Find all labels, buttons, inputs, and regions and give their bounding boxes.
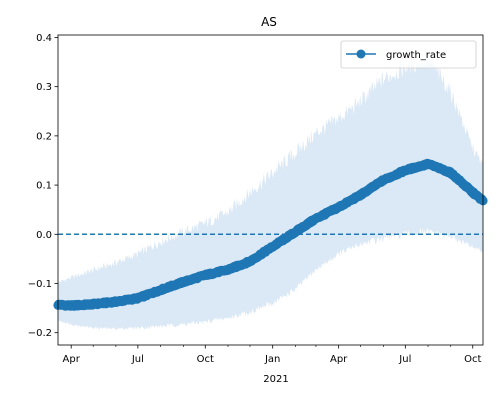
x-tick-label: Jul <box>398 354 411 365</box>
y-tick-label: 0.1 <box>36 181 52 192</box>
confidence-band <box>58 50 483 331</box>
x-tick-label: Jul <box>131 354 144 365</box>
x-tick-label: Jan <box>264 354 280 365</box>
plot-frame <box>57 34 484 346</box>
y-tick-label: 0.3 <box>36 82 52 93</box>
confidence-band-layer <box>58 50 483 331</box>
y-tick-label: −0.2 <box>28 328 52 339</box>
chart-title: AS <box>261 15 277 29</box>
x-tick-label: Apr <box>330 354 348 365</box>
y-tick-label: 0.2 <box>36 131 52 142</box>
y-tick-label: 0.4 <box>36 33 52 44</box>
series-layer <box>53 158 488 311</box>
x-year-label: 2021 <box>263 374 288 385</box>
y-tick-label: 0.0 <box>36 230 52 241</box>
x-axis: Apr Jul Oct Jan Apr Jul Oct <box>63 345 481 365</box>
legend-box <box>340 40 477 69</box>
x-tick-label: Apr <box>63 354 81 365</box>
x-tick-label: Oct <box>464 354 481 365</box>
legend-marker <box>356 49 366 59</box>
x-tick-label: Oct <box>197 354 214 365</box>
legend-label: growth_rate <box>386 50 446 61</box>
y-axis: −0.2 −0.1 0.0 0.1 0.2 0.3 0.4 <box>28 33 58 339</box>
legend: growth_rate <box>340 40 477 69</box>
y-tick-label: −0.1 <box>28 279 52 290</box>
